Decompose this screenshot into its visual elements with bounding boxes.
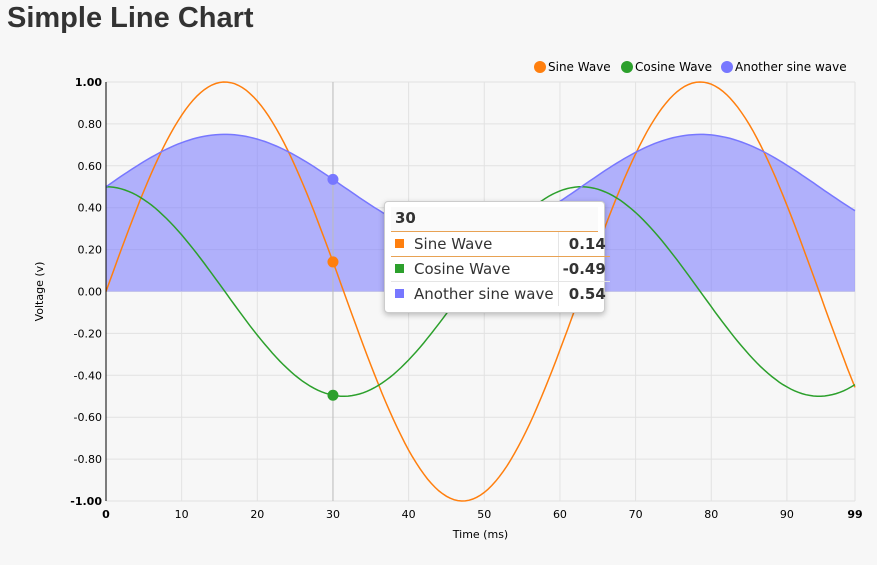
series-line-0	[105, 81, 856, 502]
hover-point-0	[327, 256, 339, 268]
tooltip-swatch	[395, 239, 404, 248]
legend-item[interactable]: Cosine Wave	[621, 60, 712, 74]
series-areas	[106, 134, 855, 292]
tooltip-swatch	[395, 289, 404, 298]
y-tick-label: -0.60	[74, 411, 102, 424]
tooltip-x-value: 30	[391, 207, 598, 232]
x-tick-label: 40	[402, 508, 416, 521]
x-axis-title: Time (ms)	[452, 528, 508, 541]
legend-item[interactable]: Another sine wave	[721, 60, 847, 74]
axes: -1.00 -0.80 -0.60 -0.40 -0.20 0.00 0.20 0.40 0.6…	[33, 76, 863, 541]
legend-label: Cosine Wave	[635, 60, 712, 74]
y-tick-label: -0.80	[74, 453, 102, 466]
legend-marker	[621, 61, 633, 73]
legend-label: Another sine wave	[735, 60, 847, 74]
x-tick-label: 99	[847, 508, 862, 521]
y-tick-label: 0.60	[78, 160, 103, 173]
tooltip-series-name: Another sine wave	[391, 282, 558, 307]
page-title: Simple Line Chart	[7, 2, 254, 34]
y-tick-label: -1.00	[70, 495, 102, 508]
tooltip-series-name: Sine Wave	[391, 232, 559, 257]
y-tick-label: -0.40	[74, 369, 102, 382]
legend-marker	[534, 61, 546, 73]
tooltip-series-name: Cosine Wave	[391, 256, 559, 282]
hover-tooltip: 30 Sine Wave 0.14 Cosine Wave -0.49 Another …	[384, 201, 610, 313]
x-tick-label: 30	[326, 508, 340, 521]
tooltip-table: Sine Wave 0.14 Cosine Wave -0.49 Another sin…	[391, 232, 610, 306]
legend-item[interactable]: Sine Wave	[534, 60, 611, 74]
x-tick-label: 60	[553, 508, 567, 521]
series-area-2	[106, 134, 855, 292]
tooltip-series-value: 0.54	[557, 281, 610, 306]
x-tick-label: 80	[704, 508, 718, 521]
tooltip-row: Another sine wave 0.54	[391, 281, 610, 307]
y-tick-label: 0.20	[78, 244, 103, 257]
legend-label: Sine Wave	[548, 60, 611, 74]
y-tick-label: 0.80	[78, 118, 103, 131]
y-tick-label: -0.20	[74, 327, 102, 340]
y-axis-title: Voltage (v)	[33, 262, 46, 322]
y-tick-label: 0.40	[78, 202, 103, 215]
tooltip-series-value: -0.49	[557, 256, 610, 282]
hover-point-2	[327, 173, 339, 185]
y-tick-label: 1.00	[75, 76, 102, 89]
x-tick-label: 70	[629, 508, 643, 521]
hover-point-1	[327, 389, 339, 401]
x-tick-label: 0	[102, 508, 110, 521]
tooltip-row: Cosine Wave -0.49	[391, 256, 610, 282]
x-tick-label: 10	[175, 508, 189, 521]
x-tick-label: 50	[477, 508, 491, 521]
legend: Sine Wave Cosine Wave Another sine wave	[534, 60, 847, 74]
tooltip-row: Sine Wave 0.14	[391, 232, 610, 257]
legend-marker	[721, 61, 733, 73]
tooltip-series-value: 0.14	[557, 232, 610, 257]
x-tick-label: 20	[250, 508, 264, 521]
tooltip-swatch	[395, 264, 404, 273]
x-tick-label: 90	[780, 508, 794, 521]
y-tick-label: 0.00	[78, 286, 103, 299]
hover-layer	[327, 82, 339, 501]
